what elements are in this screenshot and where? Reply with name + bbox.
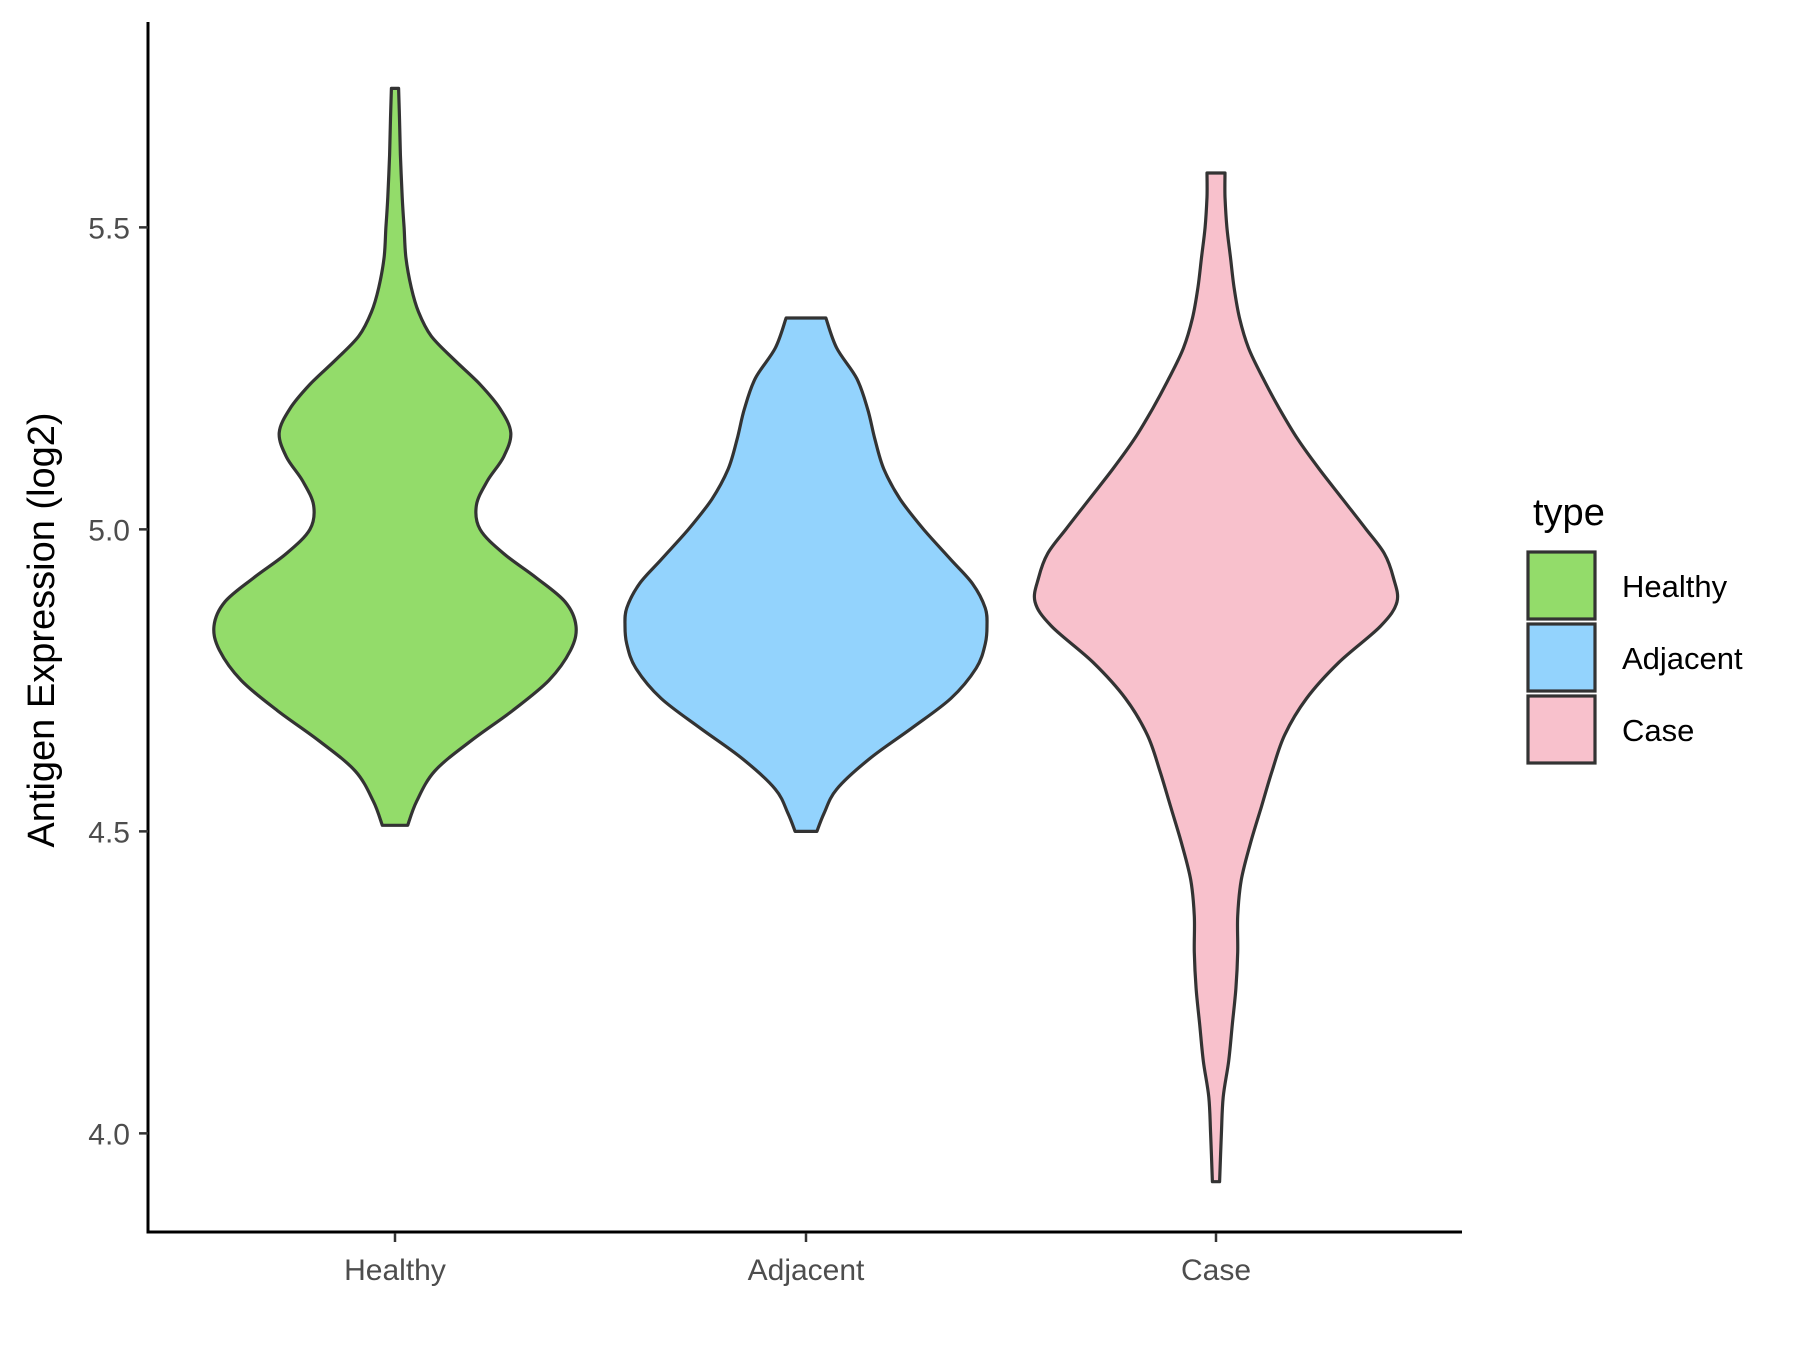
legend-label: Healthy [1622,569,1728,604]
x-axis-ticks: Healthy Adjacent Case [344,1233,1251,1287]
y-tick-label: 4.0 [88,1118,130,1151]
legend-swatch-adjacent [1526,622,1597,693]
y-axis-ticks: 4.0 4.5 5.0 5.5 [88,212,148,1151]
violin-case [1032,171,1400,1184]
legend: type Healthy Adjacent Case [1526,492,1743,765]
y-tick-label: 4.5 [88,816,130,849]
legend-title: type [1533,492,1605,534]
legend-swatch-healthy [1526,550,1597,621]
x-tick-label: Healthy [344,1254,446,1287]
x-tick-label: Adjacent [748,1254,865,1287]
x-tick-label: Case [1181,1254,1251,1287]
legend-swatch-case [1526,694,1597,765]
legend-items: Healthy Adjacent Case [1526,550,1743,765]
legend-label: Adjacent [1622,641,1743,676]
y-axis-title: Antigen Expression (log2) [21,412,63,847]
violin-healthy [212,86,578,827]
violin-adjacent [623,316,989,833]
y-tick-label: 5.0 [88,514,130,547]
legend-label: Case [1622,713,1694,748]
violin-layer [212,86,1400,1184]
y-tick-label: 5.5 [88,212,130,245]
